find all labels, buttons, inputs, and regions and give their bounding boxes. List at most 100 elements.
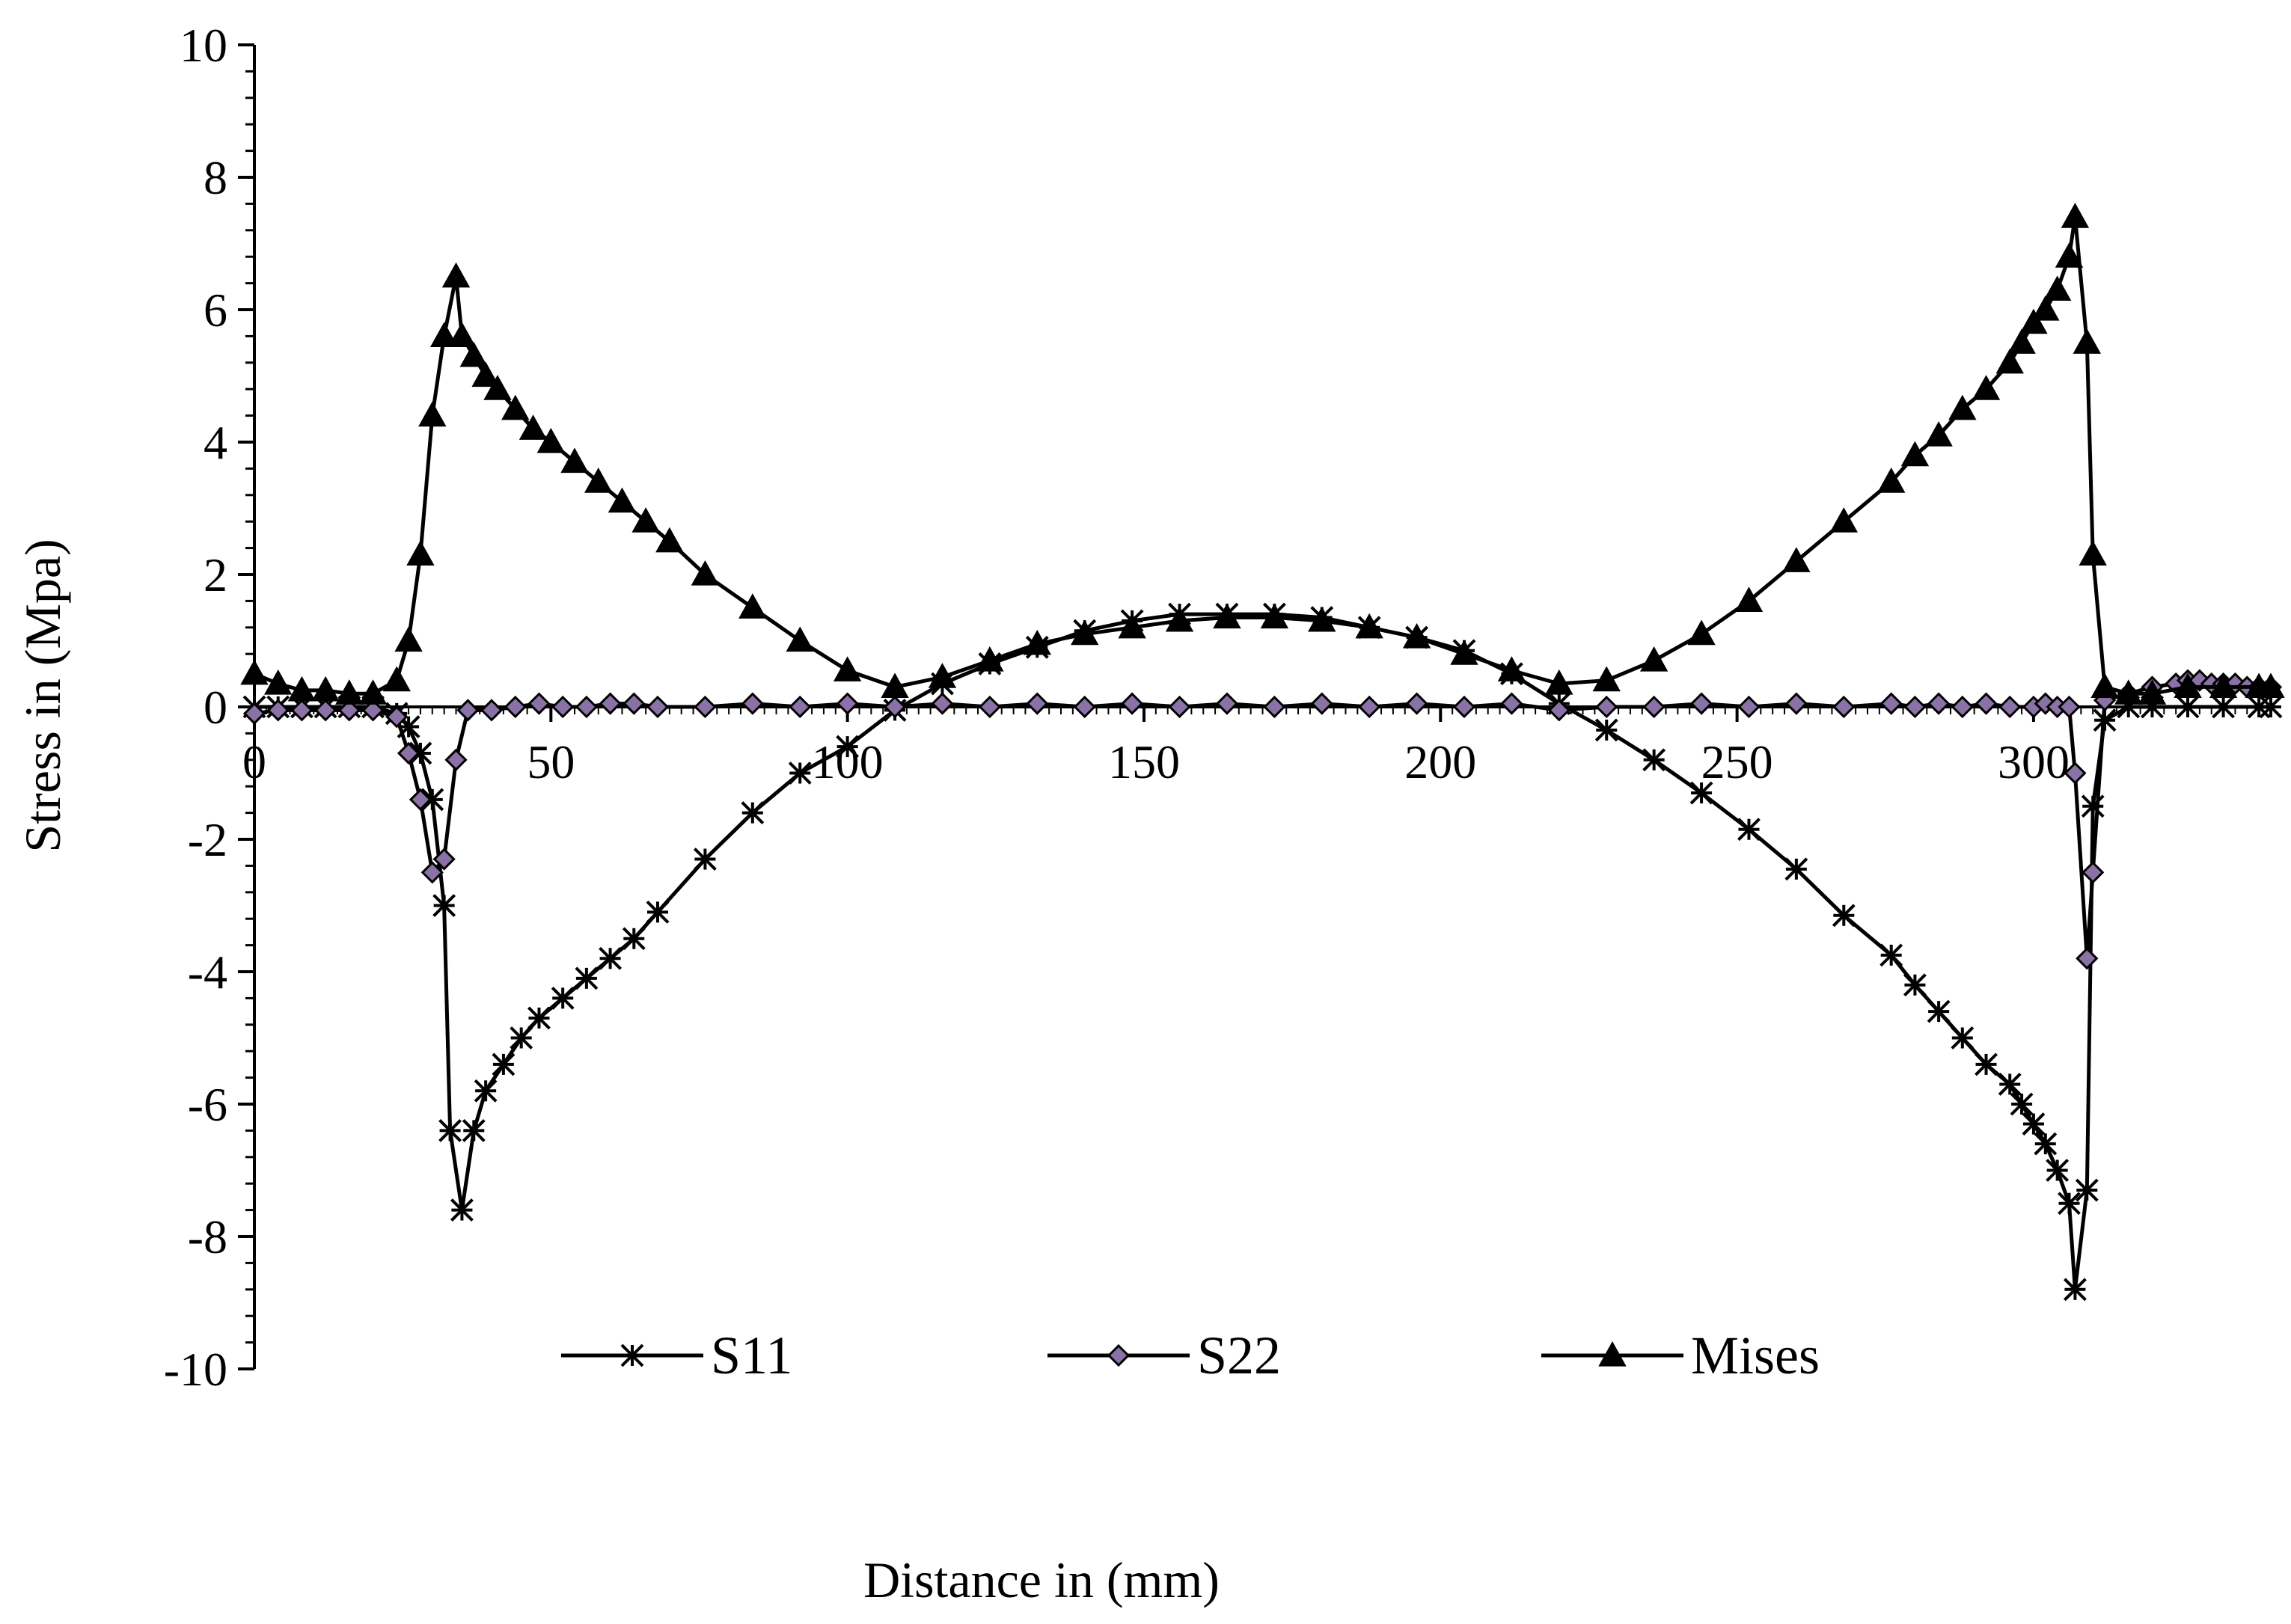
series-s22-point bbox=[551, 695, 575, 719]
series-s22-point bbox=[2064, 762, 2087, 785]
series-mises-point bbox=[2007, 328, 2036, 354]
series-mises-point bbox=[1165, 606, 1194, 632]
series-s22-point bbox=[931, 692, 954, 715]
series-s22-point bbox=[290, 699, 313, 722]
series-mises-point bbox=[2090, 672, 2119, 699]
series-s22-point bbox=[1215, 692, 1239, 715]
asterisk-stroke bbox=[575, 966, 599, 990]
series-mises-point bbox=[2073, 328, 2101, 354]
y-tick-label: 0 bbox=[204, 681, 227, 734]
series-s22-point bbox=[1452, 695, 1476, 719]
asterisk-stroke bbox=[620, 1343, 644, 1367]
series-mises-point bbox=[833, 656, 862, 681]
series-s22-point bbox=[1951, 695, 1974, 719]
series-s11-point bbox=[836, 735, 860, 759]
series-mises-point bbox=[394, 626, 423, 652]
series-mises-point bbox=[536, 427, 566, 453]
asterisk-stroke bbox=[527, 1006, 551, 1030]
series-mises-point bbox=[691, 560, 720, 586]
series-s22-point bbox=[1073, 695, 1096, 719]
series-s11-point bbox=[409, 741, 432, 765]
series-mises-point bbox=[1308, 606, 1336, 632]
series-s11-point bbox=[1975, 1052, 1998, 1076]
asterisk-stroke bbox=[409, 741, 432, 765]
series-s11-point bbox=[2064, 1278, 2087, 1302]
legend-item-mises: Mises bbox=[1541, 1326, 1820, 1385]
series-s11-point bbox=[462, 1118, 486, 1142]
asterisk-stroke bbox=[2034, 1132, 2058, 1156]
series-mises-point bbox=[2138, 679, 2167, 705]
series-s11-point bbox=[1737, 818, 1761, 842]
asterisk-stroke bbox=[1903, 973, 1927, 997]
asterisk-stroke bbox=[462, 1118, 486, 1142]
asterisk-stroke bbox=[432, 894, 456, 917]
series-s11-line bbox=[254, 612, 2271, 1292]
series-s22-point bbox=[1927, 692, 1951, 715]
y-tick-label: 10 bbox=[180, 19, 227, 72]
y-tick-label: -8 bbox=[188, 1210, 227, 1263]
series-mises-point bbox=[2209, 672, 2238, 699]
series-s11-point bbox=[2058, 1192, 2081, 1216]
asterisk-stroke bbox=[450, 1198, 474, 1222]
series-s22-point bbox=[883, 695, 907, 719]
asterisk-stroke bbox=[1975, 1052, 1998, 1076]
series-s22-point bbox=[1903, 695, 1927, 719]
asterisk-stroke bbox=[420, 788, 444, 812]
series-s11-point bbox=[741, 801, 765, 825]
asterisk-stroke bbox=[1784, 857, 1808, 881]
y-axis-title: Stress in (Mpa) bbox=[14, 539, 71, 852]
series-s22-point bbox=[1405, 692, 1428, 715]
x-axis-title: Distance in (mm) bbox=[863, 1551, 1220, 1608]
series-s22-point bbox=[409, 788, 432, 812]
series-mises-point bbox=[1260, 603, 1289, 629]
series-s11-point bbox=[420, 788, 444, 812]
series-s22-point bbox=[385, 705, 409, 729]
series-mises-point bbox=[1687, 619, 1716, 646]
asterisk-stroke bbox=[599, 946, 623, 970]
series-mises-point bbox=[928, 663, 957, 688]
asterisk-stroke bbox=[2022, 1112, 2046, 1136]
legend-mises-point bbox=[1598, 1340, 1627, 1367]
series-mises-point bbox=[1948, 394, 1977, 420]
series-s22-point bbox=[527, 692, 551, 715]
series-mises-point bbox=[1213, 603, 1241, 629]
legend-s22-label: S22 bbox=[1197, 1326, 1281, 1385]
asterisk-stroke bbox=[438, 1118, 462, 1142]
series-s11-point bbox=[1784, 857, 1808, 881]
series-mises-point bbox=[1450, 640, 1478, 665]
series-s11-point bbox=[2081, 794, 2105, 818]
series-mises-point bbox=[976, 646, 1004, 672]
series-s11-point bbox=[2046, 1159, 2070, 1182]
series-s22-point bbox=[1358, 695, 1381, 719]
series-mises-point bbox=[483, 375, 512, 400]
x-tick-label: 50 bbox=[527, 735, 575, 788]
series-s22-point bbox=[504, 695, 527, 719]
y-tick-label: 2 bbox=[204, 548, 227, 601]
series-s22-point bbox=[1547, 699, 1570, 722]
series-mises-point bbox=[1639, 646, 1668, 672]
series-s22-point bbox=[1500, 692, 1523, 715]
series-s11-point bbox=[2176, 695, 2200, 719]
series-s11-point bbox=[492, 1052, 516, 1076]
series-s22-point bbox=[1595, 695, 1618, 719]
series-mises-point bbox=[881, 672, 909, 699]
series-s22-point bbox=[1168, 695, 1191, 719]
asterisk-stroke bbox=[1594, 718, 1618, 742]
series-s22-point bbox=[1998, 695, 2022, 719]
asterisk-stroke bbox=[1951, 1026, 1975, 1050]
series-s22-point bbox=[266, 699, 290, 722]
series-mises-point bbox=[2031, 295, 2060, 321]
x-tick-label: 250 bbox=[1701, 735, 1773, 788]
series-s11-point bbox=[622, 927, 646, 951]
series-mises-point bbox=[1734, 586, 1764, 612]
series-s22-point bbox=[1310, 692, 1333, 715]
series-mises-point bbox=[2174, 672, 2202, 699]
series-mises-line bbox=[254, 215, 2271, 696]
series-s22-point bbox=[2058, 695, 2081, 719]
series-s22-point bbox=[420, 861, 444, 884]
y-tick-label: 8 bbox=[204, 151, 227, 204]
series-s11-point bbox=[788, 762, 812, 785]
x-tick-label: 0 bbox=[242, 735, 266, 788]
series-mises-point bbox=[1071, 619, 1099, 646]
series-mises-point bbox=[406, 540, 435, 566]
